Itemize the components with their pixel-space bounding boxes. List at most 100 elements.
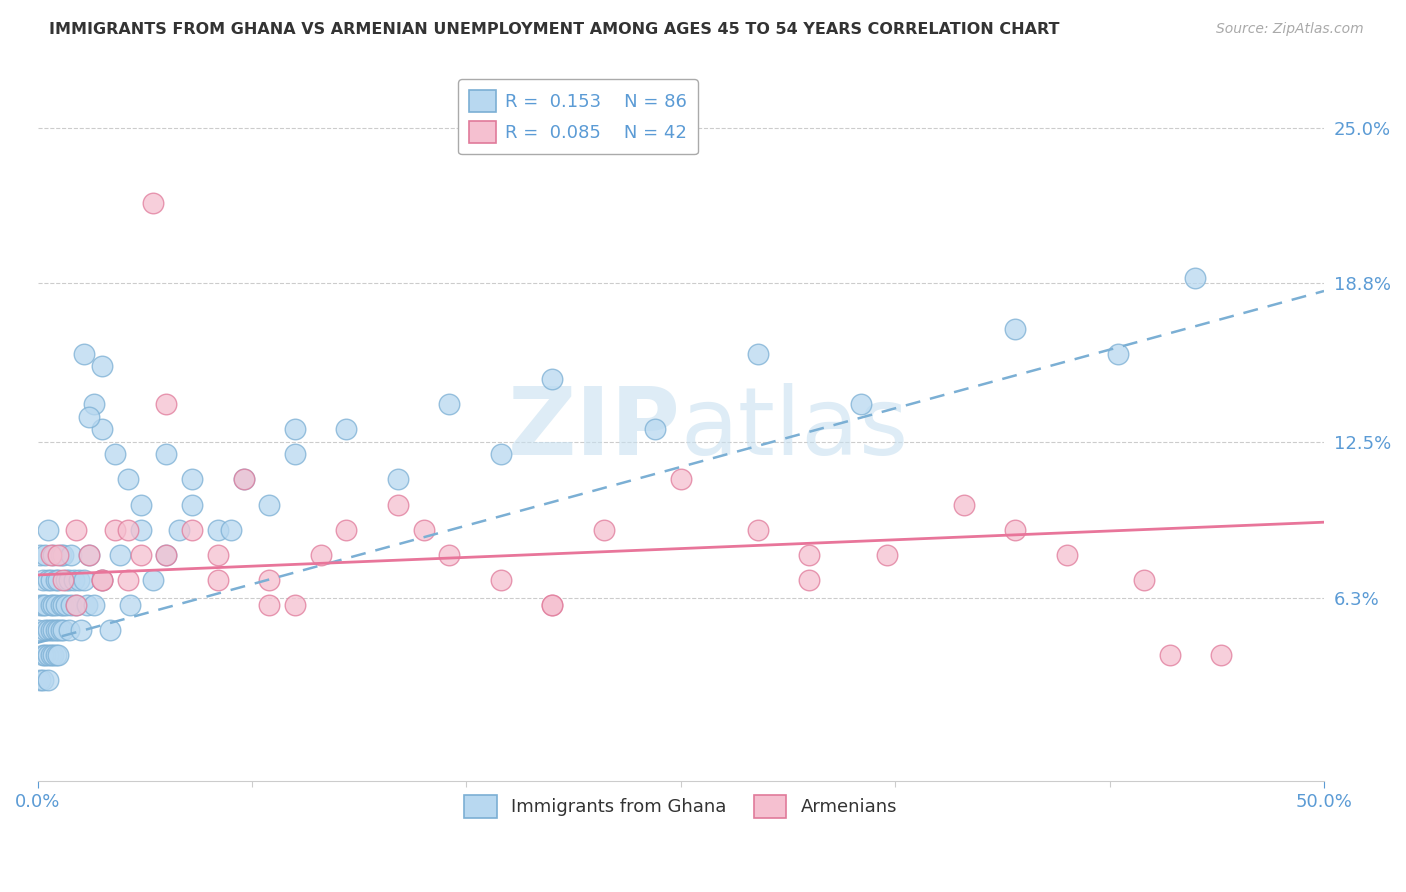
Point [67, 573, 90, 587]
Point [73, 573, 96, 587]
Point [799, 548, 821, 562]
Point [91, 573, 114, 587]
Point [155, 447, 177, 461]
Point [129, 548, 152, 562]
Point [45, 648, 67, 663]
Point [55, 598, 77, 612]
Point [46, 624, 69, 638]
Point [73, 347, 96, 361]
Point [181, 473, 204, 487]
Point [129, 523, 152, 537]
Point [91, 573, 114, 587]
Point [181, 498, 204, 512]
Point [541, 598, 564, 612]
Point [219, 523, 242, 537]
Point [592, 523, 614, 537]
Point [117, 523, 139, 537]
Point [37, 624, 59, 638]
Point [142, 196, 165, 211]
Point [46, 573, 69, 587]
Point [31, 573, 53, 587]
Point [104, 523, 127, 537]
Point [335, 422, 357, 436]
Point [117, 473, 139, 487]
Point [39, 573, 62, 587]
Point [49, 624, 72, 638]
Point [1056, 548, 1078, 562]
Point [37, 523, 59, 537]
Point [62, 573, 84, 587]
Point [284, 447, 307, 461]
Point [45, 598, 67, 612]
Point [49, 598, 72, 612]
Point [142, 573, 165, 587]
Point [439, 397, 461, 411]
Point [30, 548, 52, 562]
Point [108, 548, 131, 562]
Point [155, 548, 177, 562]
Point [52, 624, 75, 638]
Point [42, 598, 65, 612]
Point [34, 624, 56, 638]
Point [76, 598, 98, 612]
Point [65, 523, 87, 537]
Text: IMMIGRANTS FROM GHANA VS ARMENIAN UNEMPLOYMENT AMONG AGES 45 TO 54 YEARS CORRELA: IMMIGRANTS FROM GHANA VS ARMENIAN UNEMPL… [49, 22, 1060, 37]
Point [31, 598, 53, 612]
Point [70, 624, 93, 638]
Point [37, 648, 59, 663]
Point [257, 573, 280, 587]
Point [1004, 523, 1026, 537]
Point [52, 548, 75, 562]
Text: Source: ZipAtlas.com: Source: ZipAtlas.com [1216, 22, 1364, 37]
Point [120, 598, 142, 612]
Point [257, 598, 280, 612]
Point [60, 548, 83, 562]
Point [309, 548, 332, 562]
Point [644, 422, 666, 436]
Point [284, 422, 307, 436]
Point [669, 473, 692, 487]
Point [1159, 648, 1181, 663]
Point [541, 372, 564, 386]
Point [439, 548, 461, 562]
Point [55, 573, 77, 587]
Point [45, 624, 67, 638]
Point [849, 397, 872, 411]
Point [58, 573, 80, 587]
Point [65, 598, 87, 612]
Point [489, 447, 512, 461]
Point [541, 598, 564, 612]
Point [37, 673, 59, 688]
Point [1133, 573, 1156, 587]
Point [207, 573, 229, 587]
Point [387, 473, 409, 487]
Point [91, 422, 114, 436]
Point [39, 548, 62, 562]
Point [412, 523, 434, 537]
Point [39, 598, 62, 612]
Point [117, 573, 139, 587]
Point [83, 397, 105, 411]
Legend: Immigrants from Ghana, Armenians: Immigrants from Ghana, Armenians [457, 789, 904, 825]
Point [489, 573, 512, 587]
Text: ZIP: ZIP [508, 384, 681, 475]
Point [42, 548, 65, 562]
Point [1004, 322, 1026, 336]
Point [34, 648, 56, 663]
Point [953, 498, 976, 512]
Point [1107, 347, 1129, 361]
Point [52, 598, 75, 612]
Point [27, 624, 49, 638]
Point [77, 409, 100, 424]
Point [30, 673, 52, 688]
Point [45, 573, 67, 587]
Point [30, 598, 52, 612]
Point [155, 397, 177, 411]
Point [747, 347, 769, 361]
Point [98, 624, 121, 638]
Point [52, 573, 75, 587]
Point [37, 573, 59, 587]
Point [207, 523, 229, 537]
Point [387, 498, 409, 512]
Point [42, 648, 65, 663]
